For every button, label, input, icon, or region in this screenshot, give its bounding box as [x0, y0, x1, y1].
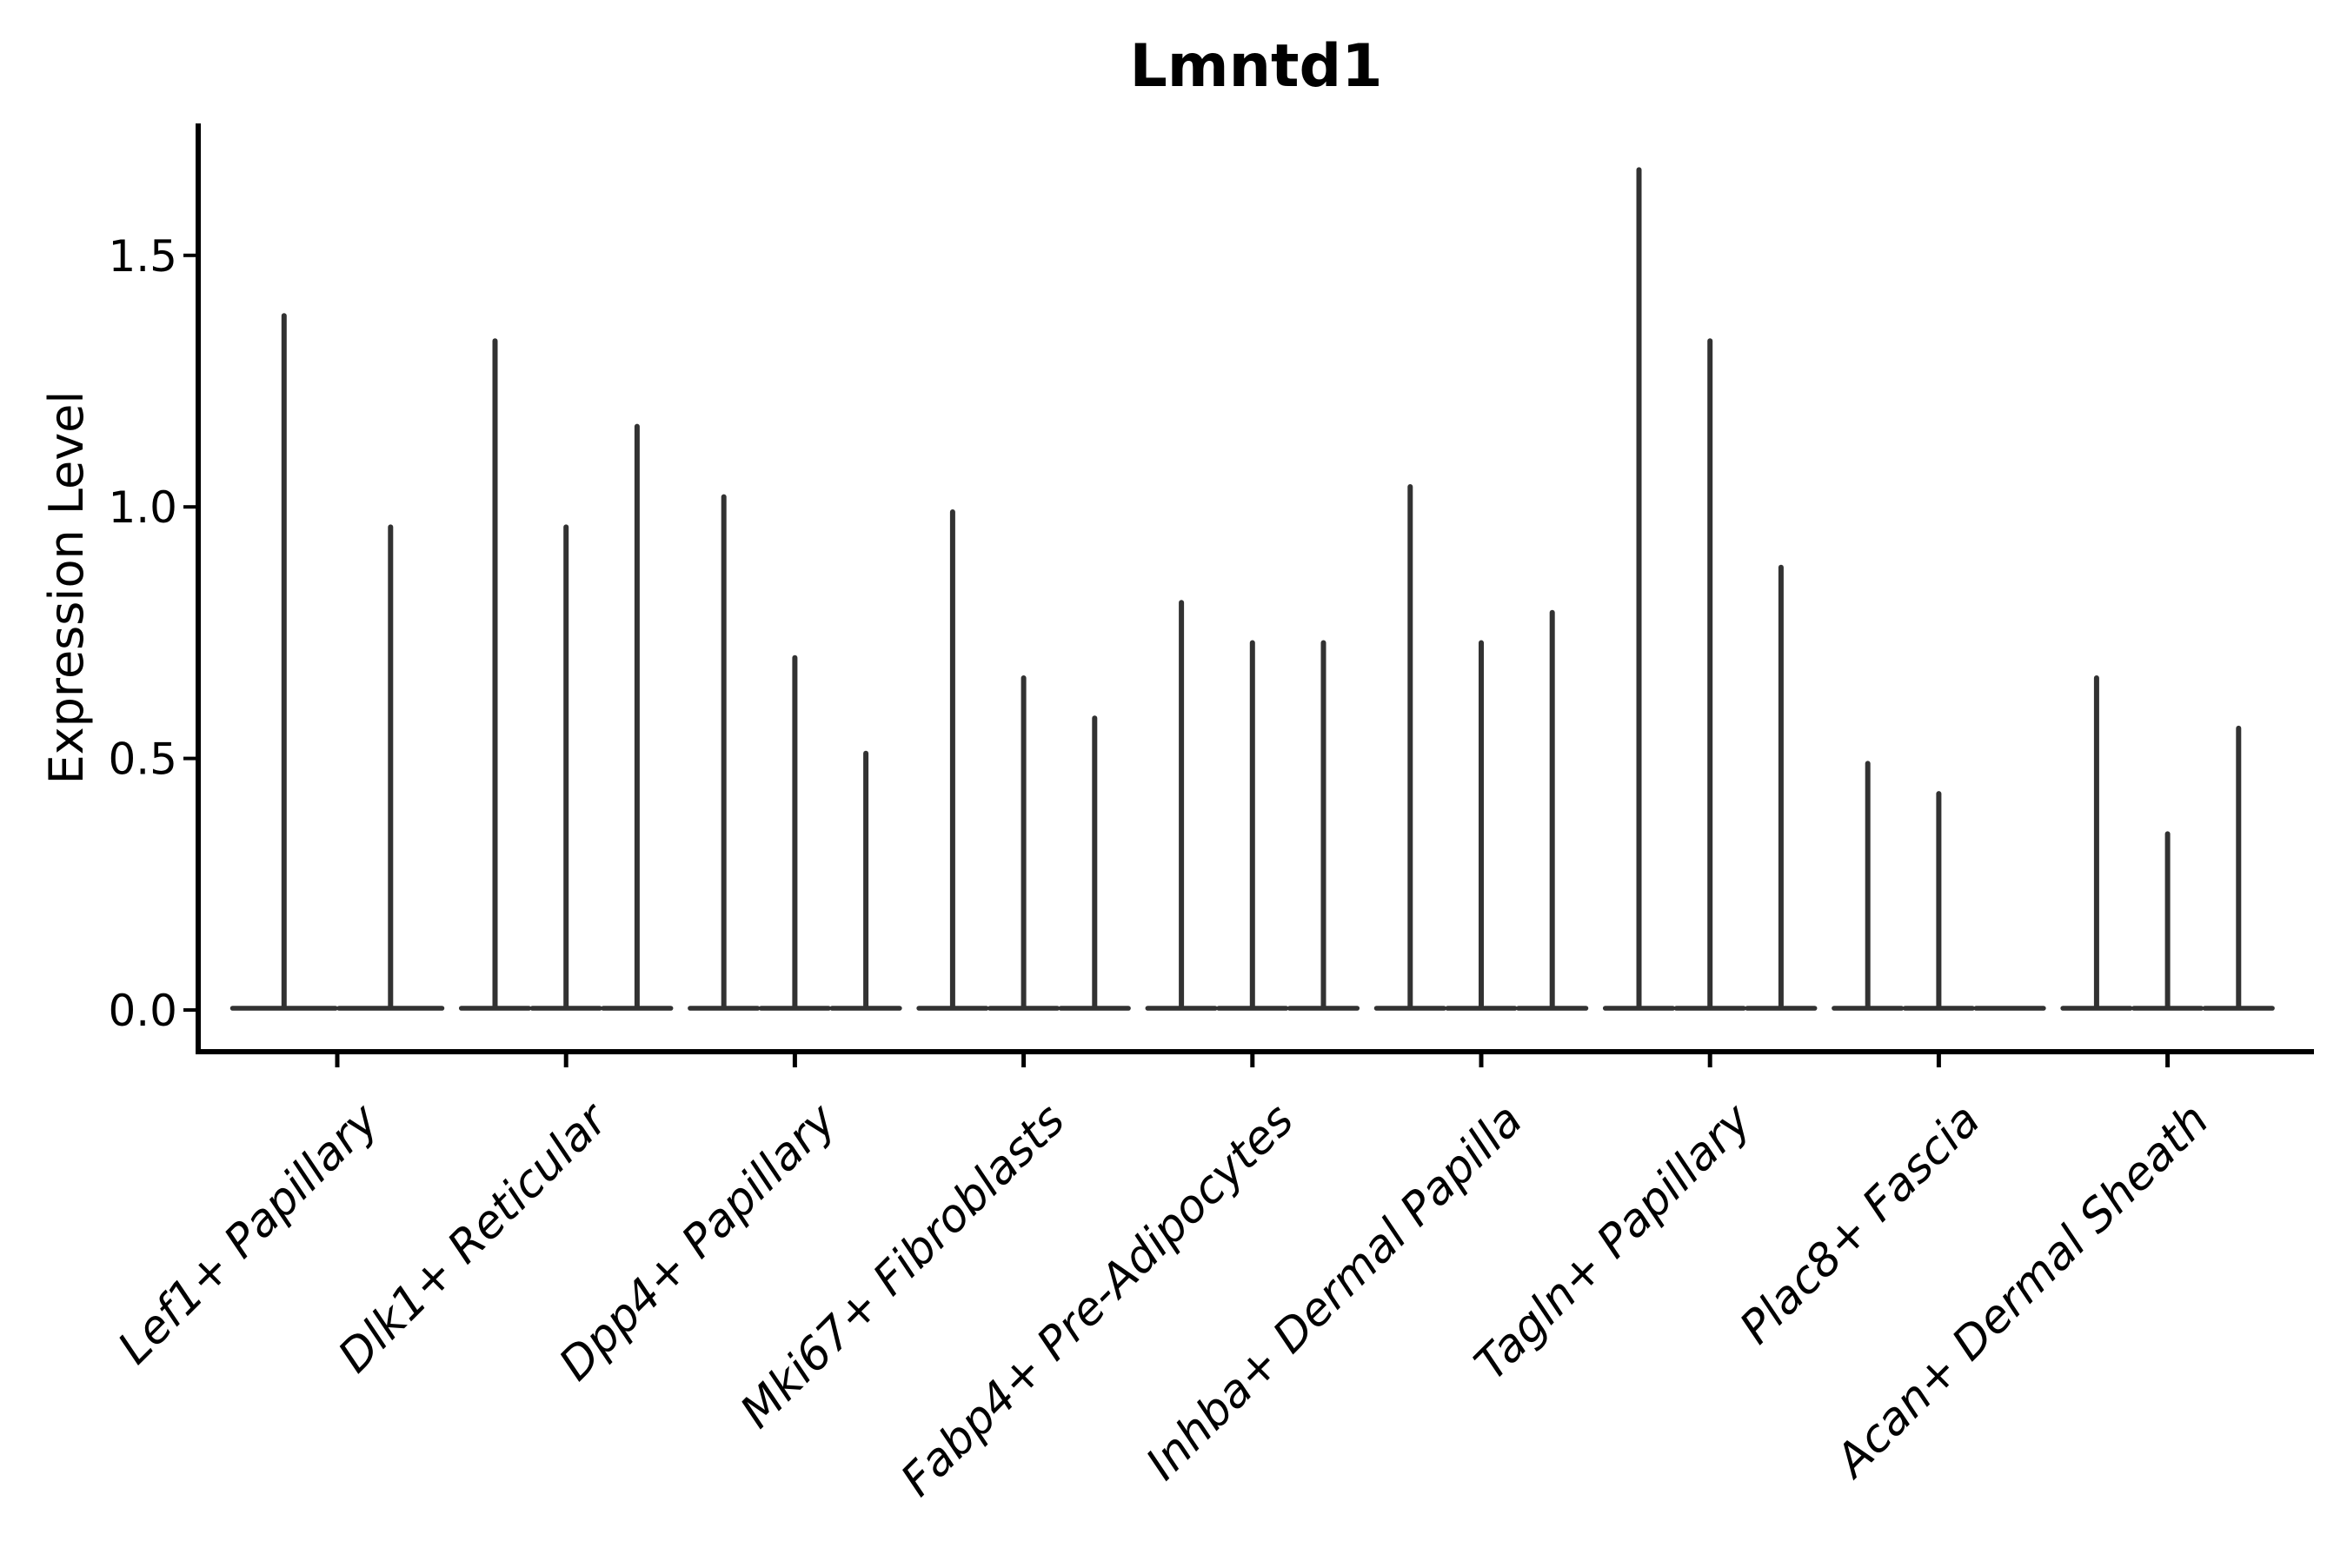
violin-group — [1602, 167, 1818, 1011]
axes-layer — [196, 123, 2314, 1054]
violin-group — [458, 338, 674, 1011]
violin-group — [1145, 600, 1360, 1011]
y-tick-label: 0.0 — [108, 986, 177, 1036]
x-tick-label: Inhba+ Dermal Papilla — [1136, 1094, 1533, 1491]
chart-title: Lmntd1 — [1129, 32, 1382, 101]
violin-group — [1373, 484, 1589, 1011]
y-axis-ticks: 0.0 0.5 1.0 1.5 — [108, 231, 196, 1036]
y-tick-label: 1.5 — [108, 231, 177, 282]
violin-group — [1832, 761, 2046, 1011]
violin-group — [2060, 675, 2275, 1011]
y-tick-label: 0.5 — [108, 734, 177, 785]
x-tick-label: Plac8+ Fascia — [1730, 1094, 1990, 1354]
y-tick-label: 1.0 — [108, 482, 177, 533]
violin-group — [229, 313, 445, 1011]
violin-group — [916, 509, 1131, 1011]
y-axis-label: Expression Level — [39, 391, 94, 785]
x-tick-label: Acan+ Dermal Sheath — [1825, 1094, 2219, 1489]
violins-layer — [229, 167, 2275, 1011]
violin-group — [688, 494, 902, 1011]
x-tick-label: Fabp4+ Pre-Adipocytes — [891, 1094, 1304, 1507]
